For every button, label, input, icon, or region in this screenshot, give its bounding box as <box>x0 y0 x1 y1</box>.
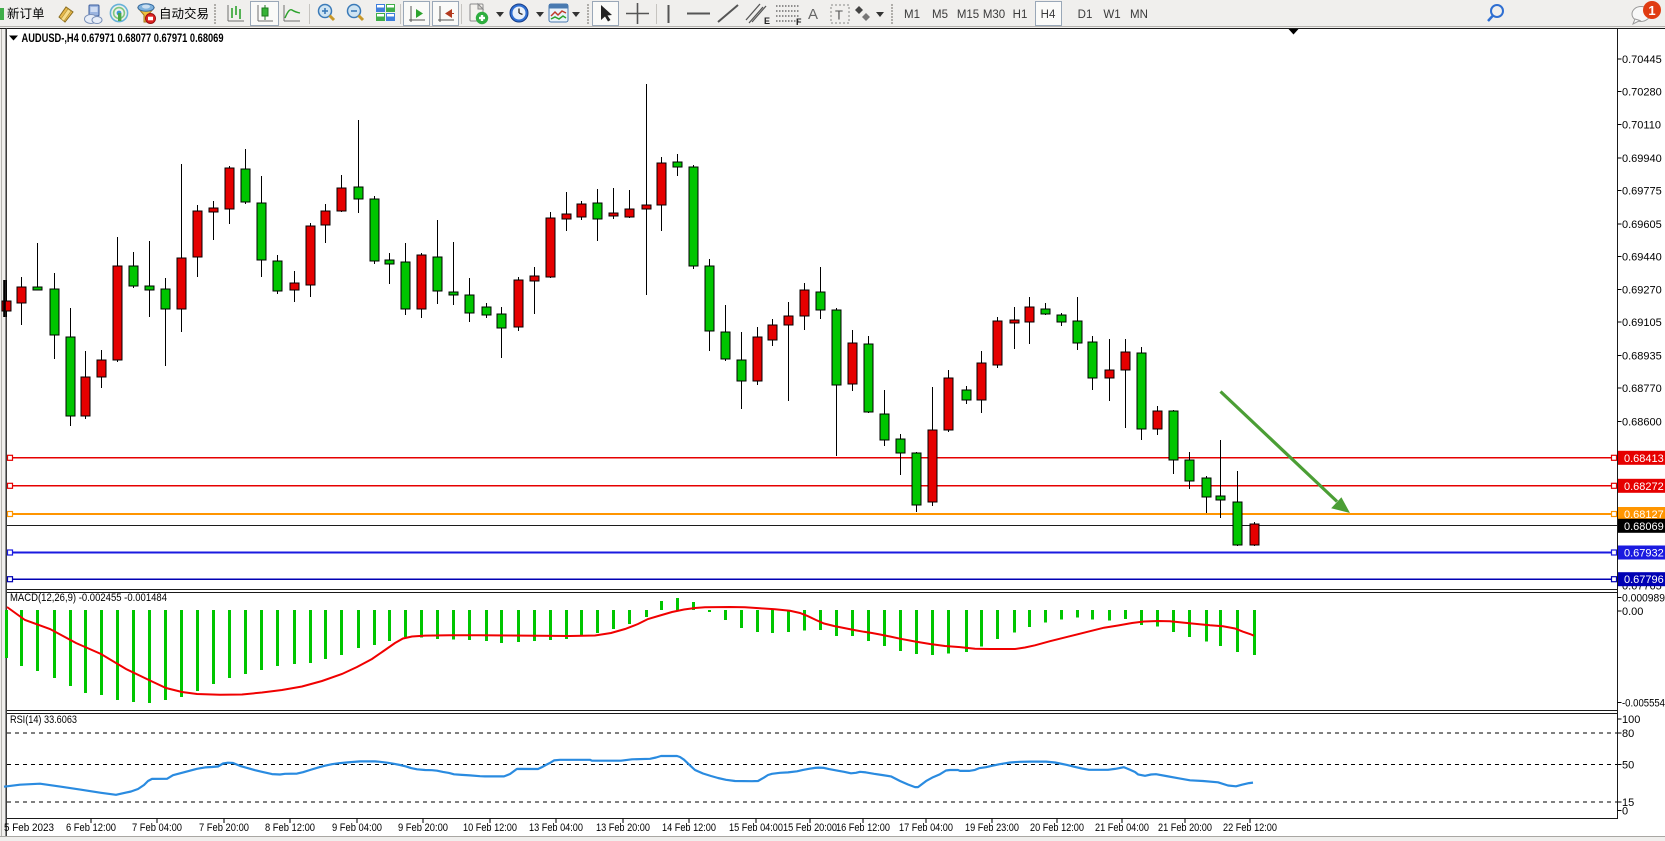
svg-text:0.00: 0.00 <box>1622 606 1643 618</box>
svg-text:15 Feb 20:00: 15 Feb 20:00 <box>783 822 837 834</box>
svg-text:100: 100 <box>1622 714 1640 726</box>
svg-text:0.70110: 0.70110 <box>1622 120 1661 132</box>
svg-text:9 Feb 20:00: 9 Feb 20:00 <box>398 822 448 834</box>
svg-text:MN: MN <box>1130 9 1148 21</box>
svg-text:M15: M15 <box>957 9 979 21</box>
svg-text:10 Feb 12:00: 10 Feb 12:00 <box>463 822 517 834</box>
svg-text:17 Feb 04:00: 17 Feb 04:00 <box>899 822 953 834</box>
svg-text:21 Feb 04:00: 21 Feb 04:00 <box>1095 822 1149 834</box>
svg-text:15: 15 <box>1622 797 1634 809</box>
svg-text:8 Feb 12:00: 8 Feb 12:00 <box>265 822 315 834</box>
svg-text:50: 50 <box>1622 760 1634 772</box>
svg-text:AUDUSD-,H4 0.67971 0.68077 0.: AUDUSD-,H4 0.67971 0.68077 0.67971 0.680… <box>22 31 224 45</box>
svg-text:0.67796: 0.67796 <box>1624 574 1664 586</box>
svg-text:W1: W1 <box>1103 9 1120 21</box>
svg-text:80: 80 <box>1622 728 1634 740</box>
svg-text:0.69940: 0.69940 <box>1622 153 1662 165</box>
svg-text:0.69105: 0.69105 <box>1622 317 1662 329</box>
svg-text:13 Feb 04:00: 13 Feb 04:00 <box>529 822 583 834</box>
svg-text:0.67932: 0.67932 <box>1624 548 1664 560</box>
svg-text:0.68770: 0.68770 <box>1622 383 1662 395</box>
svg-text:H1: H1 <box>1013 9 1028 21</box>
svg-text:A: A <box>808 6 818 23</box>
svg-text:20 Feb 12:00: 20 Feb 12:00 <box>1030 822 1084 834</box>
svg-text:M5: M5 <box>932 9 948 21</box>
svg-text:自动交易: 自动交易 <box>159 6 209 21</box>
svg-text:15 Feb 04:00: 15 Feb 04:00 <box>729 822 783 834</box>
svg-text:H4: H4 <box>1041 9 1056 21</box>
svg-text:9 Feb 04:00: 9 Feb 04:00 <box>332 822 382 834</box>
svg-text:E: E <box>764 16 770 26</box>
svg-text:RSI(14) 33.6063: RSI(14) 33.6063 <box>10 714 77 726</box>
svg-text:16 Feb 12:00: 16 Feb 12:00 <box>836 822 890 834</box>
svg-text:M1: M1 <box>904 9 920 21</box>
svg-text:6 Feb 12:00: 6 Feb 12:00 <box>66 822 116 834</box>
svg-text:新订单: 新订单 <box>7 6 45 21</box>
svg-text:21 Feb 20:00: 21 Feb 20:00 <box>1158 822 1212 834</box>
svg-text:22 Feb 12:00: 22 Feb 12:00 <box>1223 822 1277 834</box>
svg-text:1: 1 <box>1648 3 1655 18</box>
svg-text:0.68069: 0.68069 <box>1624 521 1664 533</box>
svg-text:13 Feb 20:00: 13 Feb 20:00 <box>596 822 650 834</box>
svg-text:0.68127: 0.68127 <box>1624 509 1664 521</box>
svg-text:0.69440: 0.69440 <box>1622 251 1662 263</box>
svg-text:D1: D1 <box>1078 9 1093 21</box>
svg-text:M30: M30 <box>983 9 1005 21</box>
svg-text:0.70280: 0.70280 <box>1622 86 1662 98</box>
svg-text:0.69605: 0.69605 <box>1622 219 1662 231</box>
svg-text:7 Feb 20:00: 7 Feb 20:00 <box>199 822 249 834</box>
svg-text:14 Feb 12:00: 14 Feb 12:00 <box>662 822 716 834</box>
svg-text:5 Feb 2023: 5 Feb 2023 <box>4 822 54 834</box>
svg-text:0.000989: 0.000989 <box>1622 593 1665 605</box>
svg-text:0.68413: 0.68413 <box>1624 453 1664 465</box>
svg-text:0.68935: 0.68935 <box>1622 351 1662 363</box>
svg-text:0.69270: 0.69270 <box>1622 285 1662 297</box>
svg-text:0.68272: 0.68272 <box>1624 481 1664 493</box>
svg-text:0.68600: 0.68600 <box>1622 416 1662 428</box>
svg-text:MACD(12,26,9) -0.002455 -0.001: MACD(12,26,9) -0.002455 -0.001484 <box>10 592 167 604</box>
svg-text:T: T <box>835 8 843 23</box>
svg-text:0.69775: 0.69775 <box>1622 186 1662 198</box>
svg-text:7 Feb 04:00: 7 Feb 04:00 <box>132 822 182 834</box>
svg-text:19 Feb 23:00: 19 Feb 23:00 <box>965 822 1019 834</box>
svg-text:0.70445: 0.70445 <box>1622 54 1662 66</box>
svg-text:F: F <box>796 17 802 27</box>
svg-text:-0.005554: -0.005554 <box>1622 697 1665 709</box>
svg-text:0: 0 <box>1622 806 1628 818</box>
